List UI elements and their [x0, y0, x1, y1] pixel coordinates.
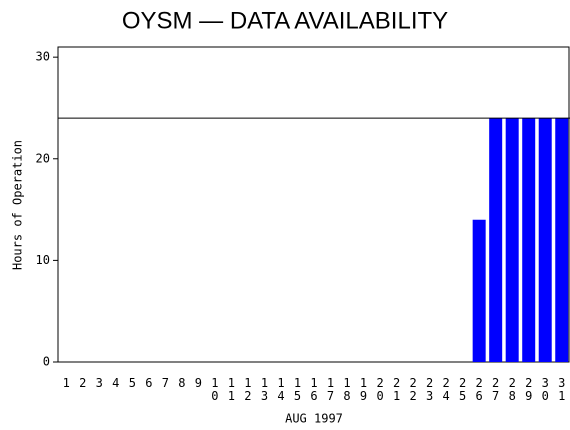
bar [505, 118, 519, 363]
bar [538, 118, 552, 363]
x-tick-label: 25 [456, 376, 470, 402]
x-tick-label: 13 [257, 376, 271, 402]
x-tick-label: 17 [324, 376, 338, 402]
x-tick-label: 3 [92, 376, 106, 389]
x-tick-label: 1 [59, 376, 73, 389]
x-tick-label: 24 [439, 376, 453, 402]
x-tick-label: 20 [373, 376, 387, 402]
y-tick-label: 0 [43, 355, 50, 369]
y-axis-label: Hours of Operation [11, 140, 25, 270]
bar [555, 118, 569, 363]
x-tick-label: 11 [224, 376, 238, 402]
x-tick-label: 10 [208, 376, 222, 402]
x-tick-label: 6 [142, 376, 156, 389]
x-tick-label: 21 [390, 376, 404, 402]
y-tick-label: 20 [36, 151, 50, 165]
x-tick-label: 15 [290, 376, 304, 402]
x-tick-label: 4 [109, 376, 123, 389]
x-tick-label: 29 [522, 376, 536, 402]
x-tick-label: 28 [505, 376, 519, 402]
bar [472, 219, 486, 362]
plot-frame [57, 46, 570, 363]
x-tick-label: 18 [340, 376, 354, 402]
x-tick-label: 26 [472, 376, 486, 402]
x-tick-label: 8 [175, 376, 189, 389]
x-tick-label: 2 [76, 376, 90, 389]
x-tick-label: 23 [423, 376, 437, 402]
x-axis-label: AUG 1997 [285, 412, 343, 426]
y-tick-label: 10 [36, 253, 50, 267]
bar [489, 118, 503, 363]
x-tick-label: 22 [406, 376, 420, 402]
chart-title: OYSM — DATA AVAILABILITY [122, 7, 448, 34]
x-tick-label: 14 [274, 376, 288, 402]
x-tick-label: 16 [307, 376, 321, 402]
x-tick-label: 9 [191, 376, 205, 389]
x-tick-label: 7 [158, 376, 172, 389]
x-tick-label: 19 [357, 376, 371, 402]
bar [522, 118, 536, 363]
x-tick-label: 5 [125, 376, 139, 389]
x-tick-label: 27 [489, 376, 503, 402]
x-tick-label: 30 [538, 376, 552, 402]
x-tick-label: 31 [555, 376, 569, 402]
x-tick-label: 12 [241, 376, 255, 402]
y-tick-label: 30 [36, 50, 50, 64]
